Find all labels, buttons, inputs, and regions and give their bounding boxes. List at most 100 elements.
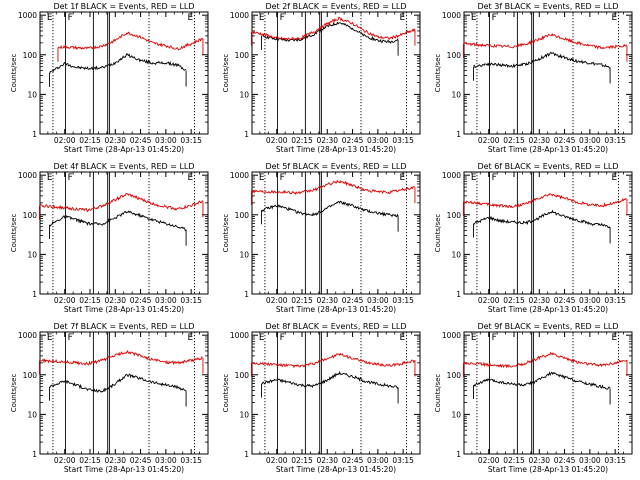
- y-tick-label: 10: [451, 250, 461, 259]
- y-tick-label: 10: [239, 90, 249, 99]
- x-tick-label: 02:45: [554, 136, 576, 145]
- x-tick-label: 03:15: [604, 296, 626, 305]
- x-tick-label: 03:00: [367, 136, 389, 145]
- y-tick-label: 1: [456, 130, 461, 139]
- chart-panel-3: Det 3f BLACK = Events, RED = LLD 1 10 100 10…: [434, 2, 633, 154]
- y-tick-label: 10: [451, 90, 461, 99]
- x-axis-label: Start Time (28-Apr-13 01:45:20): [64, 465, 184, 474]
- y-tick-label: 1: [456, 290, 461, 299]
- x-tick-label: 02:15: [79, 136, 101, 145]
- y-tick-label: 1000: [442, 331, 461, 340]
- y-tick-label: 1000: [230, 331, 249, 340]
- x-tick-label: 03:00: [579, 136, 601, 145]
- y-tick-label: 1: [456, 450, 461, 459]
- x-axis-label: Start Time (28-Apr-13 01:45:20): [276, 305, 396, 314]
- y-tick-label: 1000: [230, 171, 249, 180]
- chart-title: Det 3f BLACK = Events, RED = LLD: [477, 2, 618, 11]
- marker-label-e: E: [612, 13, 618, 23]
- y-tick-label: 100: [447, 51, 462, 60]
- events-series-line: [261, 370, 399, 389]
- chart-panel-4: Det 4f BLACK = Events, RED = LLD 1 10 100 10…: [10, 162, 209, 314]
- x-tick-label: 02:00: [478, 456, 500, 465]
- marker-label-e: E: [471, 13, 477, 23]
- chart-title: Det 4f BLACK = Events, RED = LLD: [53, 162, 194, 171]
- x-axis-label: Start Time (28-Apr-13 01:45:20): [488, 145, 608, 154]
- x-tick-label: 03:15: [604, 136, 626, 145]
- y-tick-label: 1000: [18, 331, 37, 340]
- marker-label-e: E: [188, 173, 194, 183]
- y-tick-label: 1000: [18, 11, 37, 20]
- y-tick-label: 1: [32, 290, 37, 299]
- y-tick-label: 1000: [18, 171, 37, 180]
- x-tick-label: 02:45: [342, 296, 364, 305]
- x-axis-label: Start Time (28-Apr-13 01:45:20): [488, 465, 608, 474]
- x-tick-label: 02:00: [266, 456, 288, 465]
- lld-series-line: [463, 351, 627, 369]
- y-tick-label: 10: [27, 250, 37, 259]
- marker-label-e: E: [400, 13, 406, 23]
- y-tick-label: 1: [32, 450, 37, 459]
- y-axis-label: Counts/sec: [222, 374, 230, 413]
- y-axis-label: Counts/sec: [434, 54, 442, 93]
- x-tick-label: 02:30: [528, 456, 550, 465]
- x-tick-label: 02:00: [478, 136, 500, 145]
- lld-series-line: [251, 16, 415, 41]
- x-tick-label: 02:30: [528, 136, 550, 145]
- marker-label-f: F: [68, 173, 73, 183]
- marker-label-e: E: [400, 333, 406, 343]
- x-tick-label: 02:30: [104, 136, 126, 145]
- lld-series-line: [462, 32, 627, 50]
- x-tick-label: 02:00: [54, 296, 76, 305]
- y-axis-label: Counts/sec: [10, 54, 18, 93]
- events-series-line: [261, 200, 399, 218]
- chart-title: Det 8f BLACK = Events, RED = LLD: [265, 322, 406, 331]
- marker-label-e: E: [612, 173, 618, 183]
- events-series-line: [49, 373, 187, 393]
- x-tick-label: 03:00: [579, 296, 601, 305]
- chart-title: Det 6f BLACK = Events, RED = LLD: [477, 162, 618, 171]
- x-tick-label: 03:00: [367, 296, 389, 305]
- y-tick-label: 10: [239, 250, 249, 259]
- y-tick-label: 10: [451, 410, 461, 419]
- y-tick-label: 100: [235, 211, 250, 220]
- x-tick-label: 02:30: [316, 456, 338, 465]
- chart-panel-9: Det 9f BLACK = Events, RED = LLD 1 10 100 10…: [434, 322, 633, 474]
- y-tick-label: 10: [239, 410, 249, 419]
- chart-panel-7: Det 7f BLACK = Events, RED = LLD 1 10 100 10…: [10, 322, 209, 474]
- y-tick-label: 100: [447, 211, 462, 220]
- y-tick-label: 1: [32, 130, 37, 139]
- y-tick-label: 100: [23, 211, 38, 220]
- marker-label-e: E: [47, 333, 53, 343]
- y-axis-label: Counts/sec: [10, 214, 18, 253]
- x-tick-label: 02:15: [291, 296, 313, 305]
- marker-label-e: E: [259, 333, 265, 343]
- marker-label-f: F: [492, 13, 497, 23]
- chart-panel-1: Det 1f BLACK = Events, RED = LLD 1 10 100 10…: [10, 2, 209, 154]
- y-tick-label: 1000: [442, 11, 461, 20]
- chart-panel-2: Det 2f BLACK = Events, RED = LLD 1 10 100 10…: [222, 2, 421, 154]
- x-tick-label: 02:15: [503, 136, 525, 145]
- x-tick-label: 03:00: [155, 136, 177, 145]
- lld-series-line: [39, 349, 203, 366]
- marker-label-e: E: [259, 13, 265, 23]
- lld-series-line: [39, 192, 203, 213]
- events-series-line: [473, 209, 611, 229]
- y-tick-label: 1: [244, 450, 249, 459]
- marker-label-e: E: [400, 173, 406, 183]
- marker-label-f: F: [492, 333, 497, 343]
- chart-title: Det 9f BLACK = Events, RED = LLD: [477, 322, 618, 331]
- y-tick-label: 100: [235, 371, 250, 380]
- x-tick-label: 02:00: [54, 456, 76, 465]
- x-tick-label: 02:00: [266, 136, 288, 145]
- x-tick-label: 02:45: [130, 456, 152, 465]
- x-tick-label: 02:15: [291, 456, 313, 465]
- x-tick-label: 02:30: [104, 456, 126, 465]
- x-tick-label: 02:15: [503, 296, 525, 305]
- marker-label-f: F: [280, 173, 285, 183]
- y-tick-label: 100: [23, 371, 38, 380]
- lld-series-line: [251, 352, 415, 369]
- x-tick-label: 02:15: [291, 136, 313, 145]
- x-tick-label: 03:15: [180, 456, 202, 465]
- marker-label-f: F: [68, 333, 73, 343]
